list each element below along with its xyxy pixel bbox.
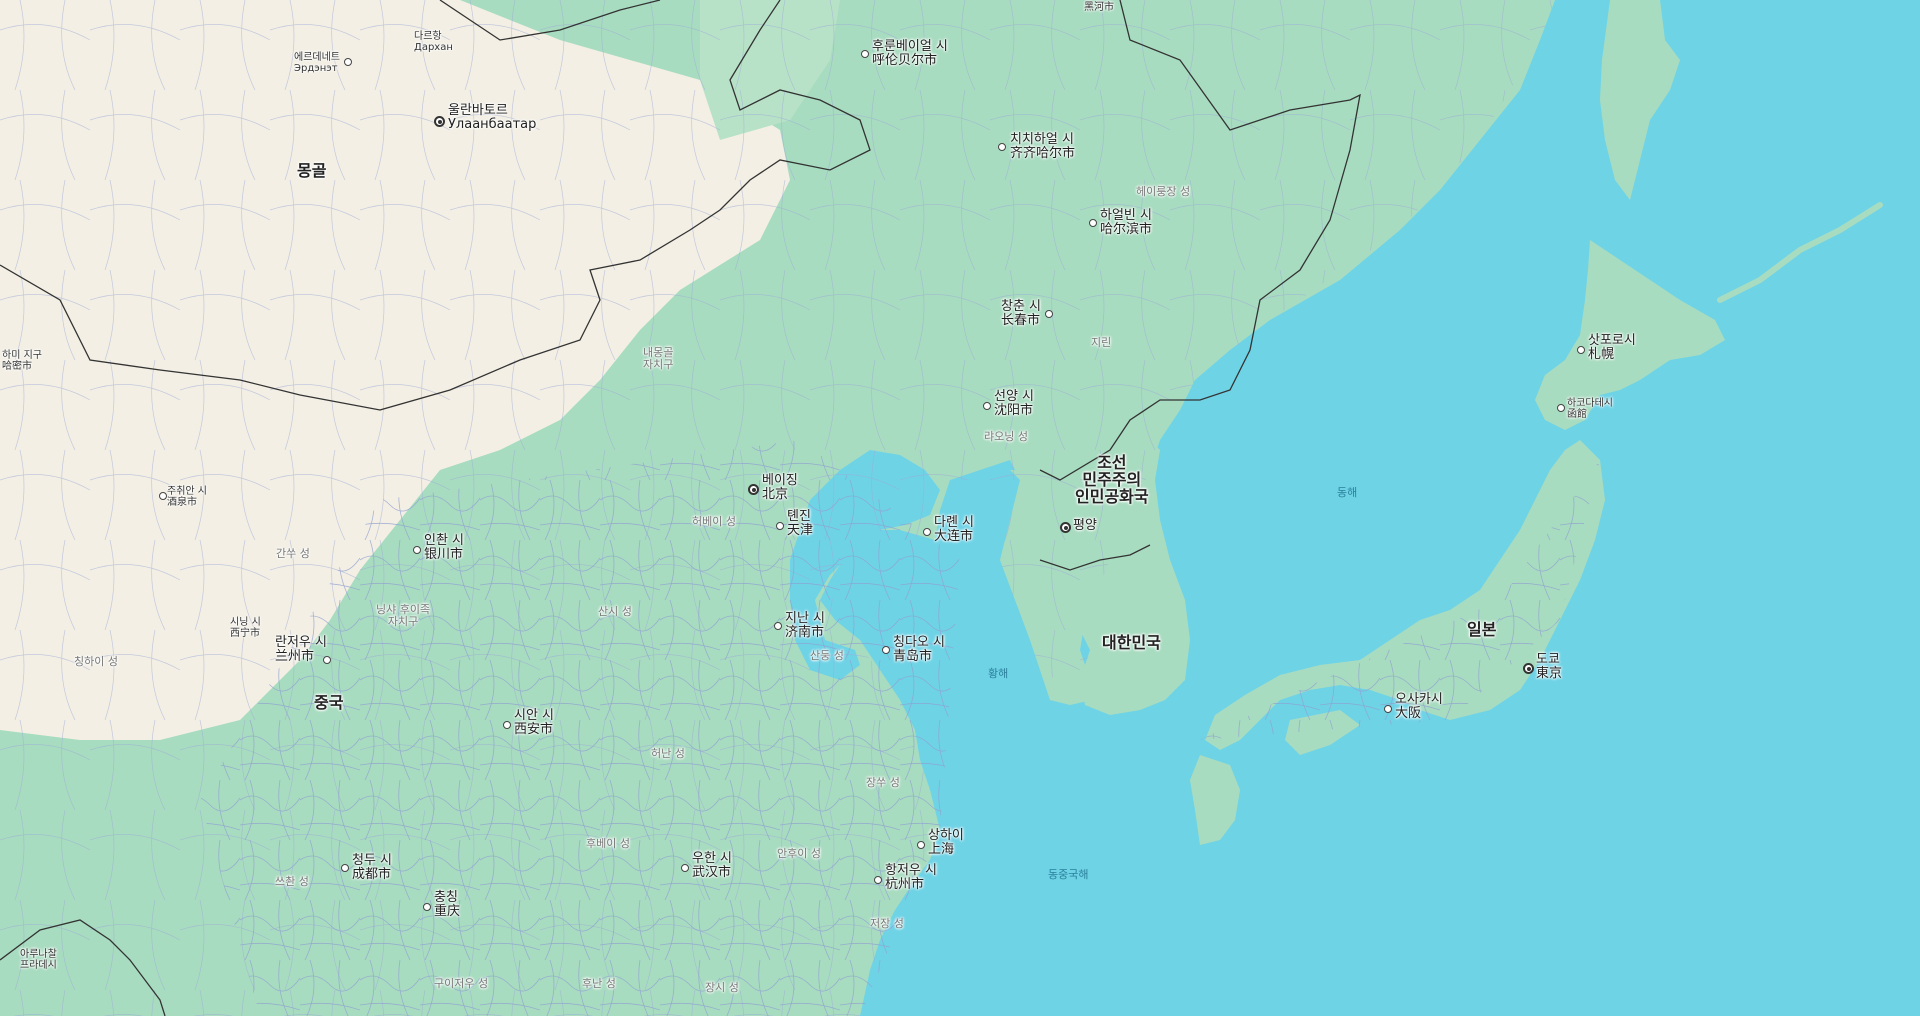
border-china-india (0, 919, 166, 1016)
city-marker-icon (1089, 219, 1097, 227)
city-marker-icon (923, 528, 931, 536)
city-marker-icon (341, 864, 349, 872)
province-label-hubei: 후베이 성 (586, 837, 630, 850)
province-label-gansu: 간쑤 성 (276, 547, 310, 560)
city-marker-icon (776, 522, 784, 530)
sea-label-yellowsea: 황해 (988, 667, 1009, 680)
city-hami[interactable]: 하미 지구 哈密市 (2, 350, 42, 372)
city-harbin[interactable]: 하얼빈 시 哈尔滨市 (1089, 208, 1152, 238)
city-marker-icon (917, 841, 925, 849)
city-qiqihar[interactable]: 치치하얼 시 齐齐哈尔市 (998, 132, 1075, 162)
province-label-anhui: 안후이 성 (777, 847, 821, 860)
border-mongolia-north (439, 0, 661, 41)
city-ulaanbaatar[interactable]: 울란바토르 Улаанбаатар (434, 103, 536, 133)
kuril-islands (1717, 202, 1883, 303)
city-dalian[interactable]: 다롄 시 大连市 (923, 515, 974, 545)
country-label-japan: 일본 (1467, 620, 1497, 639)
honshu-island (1205, 440, 1605, 750)
city-marker-icon (1557, 404, 1565, 412)
city-qingdao[interactable]: 칭다오 시 青岛市 (882, 635, 945, 665)
city-sapporo[interactable]: 삿포로시 札幌 (1577, 333, 1636, 363)
city-marker-icon (1045, 310, 1053, 318)
province-label-jilin: 지린 (1091, 336, 1112, 349)
city-marker-icon (983, 402, 991, 410)
city-marker-icon (874, 876, 882, 884)
province-label-jiangxi: 장시 성 (705, 981, 739, 994)
city-marker-icon (1577, 346, 1585, 354)
city-chongqing[interactable]: 충칭 重庆 (423, 890, 460, 920)
province-label-qinghai: 칭하이 성 (74, 655, 118, 668)
city-marker-icon (323, 656, 331, 664)
region-arunachal[interactable]: 아루나찰 프라데시 (20, 949, 57, 971)
sakhalin-island (1600, 0, 1680, 200)
city-jinan[interactable]: 지난 시 济南市 (774, 611, 825, 641)
city-changchun[interactable]: 창춘 시 长春市 (1001, 299, 1053, 329)
city-hakodate[interactable]: 하코다테시 函館 (1557, 398, 1613, 420)
province-label-innermongolia: 내몽골 자치구 (643, 346, 674, 372)
city-marker-icon (998, 143, 1006, 151)
sea-label-eastchinasea: 동중국해 (1048, 868, 1089, 881)
city-osaka[interactable]: 오사카시 大阪 (1384, 692, 1443, 722)
capital-marker-icon (434, 116, 445, 127)
sea-label-eastsea: 동해 (1337, 486, 1358, 499)
city-marker-icon (1384, 705, 1392, 713)
province-label-hebei: 허베이 성 (692, 515, 736, 528)
kyushu-island (1190, 755, 1240, 845)
city-xian[interactable]: 시안 시 西安市 (503, 708, 554, 738)
city-beijing[interactable]: 베이징 北京 (748, 473, 798, 503)
capital-marker-icon (1060, 522, 1071, 533)
province-label-jiangsu: 장쑤 성 (866, 776, 900, 789)
province-label-guizhou: 구이저우 성 (434, 977, 489, 990)
city-tianjin[interactable]: 톈진 天津 (776, 509, 813, 539)
city-chengdu[interactable]: 청두 시 成都市 (341, 853, 392, 883)
city-marker-icon (861, 50, 869, 58)
city-marker-icon (423, 903, 431, 911)
city-marker-icon (882, 646, 890, 654)
province-label-liaoning: 랴오닝 성 (984, 430, 1028, 443)
city-heihe[interactable]: 黑河市 (1084, 2, 1114, 13)
country-label-korea: 대한민국 (1102, 633, 1161, 652)
country-label-mongolia: 몽골 (297, 161, 327, 180)
city-yinchuan[interactable]: 인촨 시 银川市 (413, 533, 464, 563)
border-china-russia (1039, 0, 1361, 481)
country-label-dprk: 조선 민주주의 인민공화국 (1075, 453, 1149, 506)
province-label-shanxi: 산시 성 (598, 605, 632, 618)
city-marker-icon (159, 492, 167, 500)
province-label-ningxia: 닝샤 후이족 자치구 (376, 603, 431, 629)
city-hulunbuir[interactable]: 후룬베이얼 시 呼伦贝尔市 (861, 39, 948, 69)
border-mongolia (0, 0, 871, 411)
province-label-zhejiang: 저장 성 (870, 917, 904, 930)
city-marker-icon (774, 622, 782, 630)
city-marker-icon (681, 864, 689, 872)
city-xining[interactable]: 시닝 시 西宁市 (230, 617, 261, 639)
capital-marker-icon (1523, 663, 1534, 674)
city-marker-icon (503, 721, 511, 729)
country-label-china: 중국 (314, 693, 344, 712)
city-pyongyang[interactable]: 평양 (1060, 518, 1097, 533)
city-wuhan[interactable]: 우한 시 武汉市 (681, 851, 732, 881)
province-label-hunan: 후난 성 (582, 977, 616, 990)
city-shenyang[interactable]: 선양 시 沈阳市 (983, 389, 1034, 419)
province-label-heilongjiang: 헤이룽장 성 (1136, 185, 1191, 198)
city-marker-icon (413, 546, 421, 554)
city-jiuquan[interactable]: 주취안 시 酒泉市 (159, 486, 207, 508)
province-label-henan: 허난 성 (651, 747, 685, 760)
city-darkhan[interactable]: 다르항 Дархан (414, 31, 453, 53)
hokkaido-island (1535, 240, 1725, 430)
border-dprk-korea (1039, 544, 1151, 571)
city-lanzhou[interactable]: 란저우 시 兰州市 (275, 635, 331, 665)
city-shanghai[interactable]: 상하이 上海 (917, 828, 964, 858)
capital-marker-icon (748, 484, 759, 495)
city-tokyo[interactable]: 도쿄 東京 (1523, 652, 1562, 682)
city-erdenet[interactable]: 에르데네트 Эрдэнэт (294, 52, 352, 74)
province-label-shandong: 산둥 성 (810, 649, 844, 662)
city-hangzhou[interactable]: 항저우 시 杭州市 (874, 863, 937, 893)
province-label-sichuan: 쓰촨 성 (275, 875, 309, 888)
city-marker-icon (344, 58, 352, 66)
